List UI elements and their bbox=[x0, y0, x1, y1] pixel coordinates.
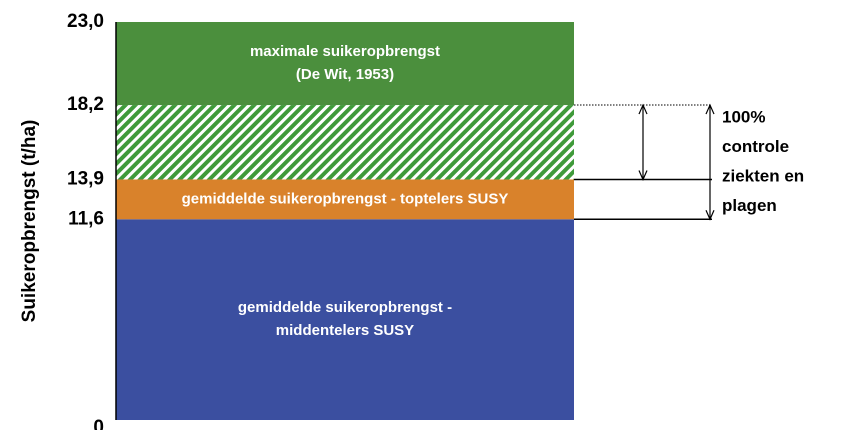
annotation: 100% bbox=[722, 107, 765, 126]
chart: Suikeropbrengst (t/ha) gemiddelde suiker… bbox=[0, 0, 841, 430]
segment-label: maximale suikeropbrengst bbox=[250, 43, 440, 60]
segment-label: gemiddelde suikeropbrengst - toptelers S… bbox=[182, 190, 509, 207]
segment-label: (De Wit, 1953) bbox=[296, 66, 394, 83]
segment-label: middentelers SUSY bbox=[276, 322, 414, 339]
bar-segment bbox=[116, 219, 574, 420]
y-tick-label: 13,9 bbox=[67, 168, 104, 189]
segment-label: gemiddelde suikeropbrengst - bbox=[238, 299, 452, 316]
y-tick-label: 23,0 bbox=[67, 11, 104, 32]
y-tick-label: 0 bbox=[93, 417, 104, 430]
bar-segment bbox=[116, 105, 574, 179]
annotation: ziekten en bbox=[722, 166, 804, 185]
annotation: plagen bbox=[722, 196, 777, 215]
bar-segment bbox=[116, 22, 574, 105]
y-tick-label: 11,6 bbox=[68, 208, 104, 229]
annotation: controle bbox=[722, 137, 789, 156]
y-tick-label: 18,2 bbox=[67, 94, 104, 115]
y-axis-title: Suikeropbrengst (t/ha) bbox=[19, 120, 40, 323]
